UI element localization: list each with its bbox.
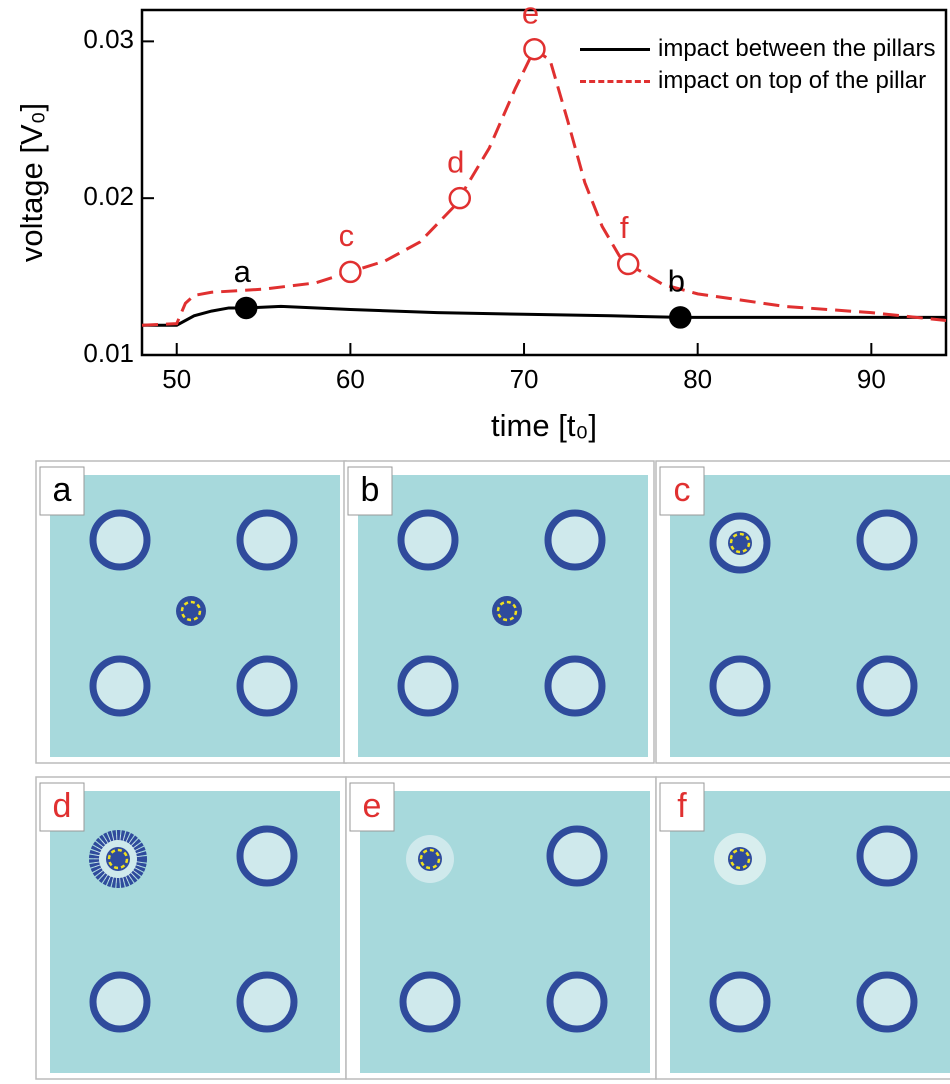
- pillar: [89, 509, 151, 571]
- pillar: [856, 509, 918, 571]
- legend-entry: impact between the pillars: [580, 34, 940, 64]
- x-axis-label: time [t₀]: [491, 408, 597, 443]
- panel: e: [345, 776, 657, 1080]
- point-label: e: [522, 0, 539, 30]
- legend-entry: impact on top of the pillar: [580, 66, 940, 96]
- pillar: [236, 655, 298, 717]
- marker: [339, 260, 362, 284]
- pillar: [856, 825, 918, 887]
- panel-label: f: [677, 787, 687, 825]
- pillar: [89, 655, 151, 717]
- pillar: [397, 655, 459, 717]
- series-line: [141, 46, 947, 327]
- panel-label: c: [674, 471, 691, 509]
- contact-line: [729, 848, 751, 870]
- pillar: [709, 655, 771, 717]
- point-label: f: [620, 210, 629, 245]
- pillar: [856, 971, 918, 1033]
- pillar: [89, 971, 151, 1033]
- y-tick-label: 0.01: [83, 338, 134, 368]
- legend-label: impact on top of the pillar: [658, 67, 927, 94]
- pillar: [544, 655, 606, 717]
- substrate: [670, 791, 950, 1073]
- legend: impact between the pillars impact on top …: [580, 34, 940, 98]
- panel-label: d: [53, 787, 72, 825]
- panel: c: [655, 460, 950, 764]
- contact-line: [419, 848, 441, 870]
- substrate: [670, 475, 950, 757]
- x-tick-label: 90: [857, 364, 886, 394]
- panel: b: [343, 460, 655, 764]
- pillar: [856, 655, 918, 717]
- marker: [234, 296, 258, 320]
- contact-line: [729, 532, 751, 554]
- series-line: [142, 304, 946, 327]
- panel: f: [655, 776, 950, 1080]
- point-label: d: [447, 144, 464, 179]
- pillar: [236, 971, 298, 1033]
- y-tick-label: 0.02: [83, 181, 134, 211]
- plot-frame: [140, 8, 948, 357]
- pillar: [546, 971, 608, 1033]
- contact-line: [496, 600, 518, 622]
- contact-line: [180, 600, 202, 622]
- point-label: a: [234, 254, 252, 289]
- pillar: [236, 825, 298, 887]
- panel: a: [35, 460, 347, 764]
- x-tick-label: 50: [162, 364, 191, 394]
- panel-label-box: [39, 782, 85, 832]
- marker: [448, 186, 472, 210]
- pillar: [709, 971, 771, 1033]
- panel-label: a: [53, 471, 72, 509]
- droplet: [492, 596, 522, 626]
- x-tick-label: 60: [336, 364, 365, 394]
- pillar: [236, 509, 298, 571]
- panel: d: [35, 776, 347, 1080]
- panel-label: e: [363, 787, 382, 825]
- legend-swatch: [580, 48, 650, 51]
- y-tick-label: 0.03: [83, 24, 134, 54]
- x-tick-label: 70: [510, 364, 539, 394]
- substrate: [360, 791, 650, 1073]
- marker: [669, 306, 692, 329]
- y-axis-label: voltage [V₀]: [14, 103, 49, 262]
- panel-label-box: [659, 782, 705, 832]
- legend-swatch: [580, 80, 650, 83]
- contact-line: [107, 848, 129, 870]
- marker: [523, 37, 546, 61]
- marker: [616, 252, 640, 276]
- panel-label-box: [39, 466, 85, 516]
- panel-label: b: [361, 471, 380, 509]
- droplet: [176, 596, 206, 626]
- pillar: [397, 509, 459, 571]
- pillar: [546, 825, 608, 887]
- panel-label-box: [659, 466, 705, 516]
- pillar: [399, 971, 461, 1033]
- substrate: [50, 791, 340, 1073]
- panel-label-box: [349, 782, 395, 832]
- pillar: [544, 509, 606, 571]
- legend-label: impact between the pillars: [658, 35, 936, 62]
- x-tick-label: 80: [683, 364, 712, 394]
- point-label: b: [668, 264, 685, 299]
- panel-label-box: [347, 466, 393, 516]
- point-label: c: [339, 218, 355, 253]
